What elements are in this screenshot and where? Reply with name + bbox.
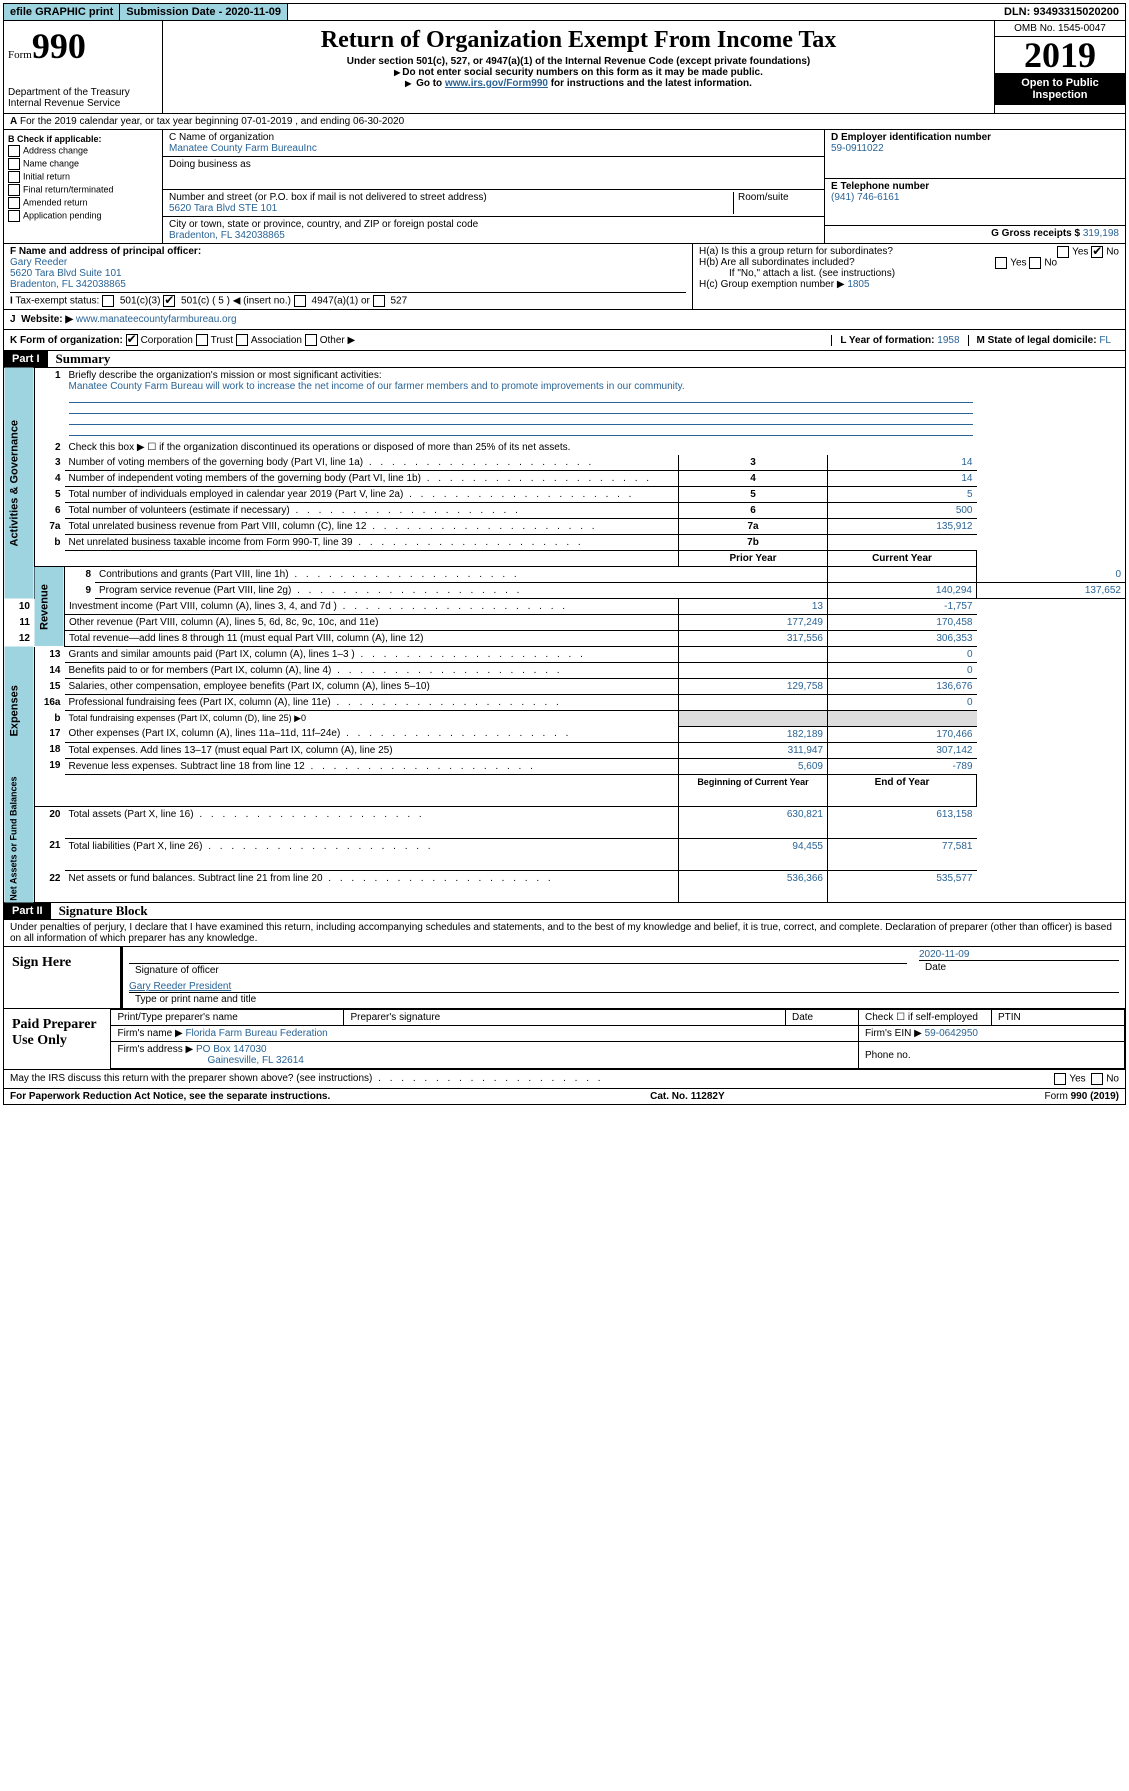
discuss-row: May the IRS discuss this return with the… (3, 1070, 1126, 1089)
form-title: Return of Organization Exempt From Incom… (167, 27, 990, 54)
row-a: A For the 2019 calendar year, or tax yea… (3, 114, 1126, 130)
col-c: C Name of organization Manatee County Fa… (163, 130, 824, 243)
dept-treasury: Department of the Treasury Internal Reve… (8, 87, 158, 109)
phone: (941) 746-6161 (831, 192, 1119, 203)
ein: 59-0911022 (831, 143, 1119, 154)
org-name: Manatee County Farm BureauInc (169, 143, 818, 154)
perjury-statement: Under penalties of perjury, I declare th… (3, 920, 1126, 947)
header-grid: B Check if applicable: Address change Na… (3, 130, 1126, 244)
section-governance: Activities & Governance (4, 368, 35, 599)
form-subtitle: Under section 501(c), 527, or 4947(a)(1)… (167, 56, 990, 67)
open-public: Open to Public Inspection (995, 73, 1125, 105)
section-revenue: Revenue (34, 567, 65, 647)
row-j: J Website: ▶ www.manateecountyfarmbureau… (3, 310, 1126, 330)
section-expenses: Expenses (4, 647, 35, 775)
tax-year: 2019 (995, 37, 1125, 73)
preparer-block: Paid Preparer Use Only Print/Type prepar… (3, 1009, 1126, 1070)
gross-receipts: 319,198 (1083, 228, 1119, 239)
form-number: 990 (32, 26, 86, 66)
part1-header: Part I Summary (3, 351, 1126, 368)
row-k: K Form of organization: Corporation Trus… (3, 330, 1126, 351)
footer: For Paperwork Reduction Act Notice, see … (3, 1089, 1126, 1105)
efile-button[interactable]: efile GRAPHIC print (4, 4, 120, 20)
irs-link[interactable]: www.irs.gov/Form990 (445, 78, 548, 89)
col-d: D Employer identification number 59-0911… (824, 130, 1125, 243)
website[interactable]: www.manateecountyfarmbureau.org (76, 314, 237, 325)
top-bar: efile GRAPHIC print Submission Date - 20… (3, 3, 1126, 21)
form-prefix: Form (8, 49, 32, 61)
form-header: Form990 Department of the Treasury Inter… (3, 21, 1126, 114)
col-b: B Check if applicable: Address change Na… (4, 130, 163, 243)
org-city: Bradenton, FL 342038865 (169, 230, 818, 241)
row-fh: F Name and address of principal officer:… (3, 244, 1126, 310)
org-address: 5620 Tara Blvd STE 101 (169, 203, 733, 214)
section-netassets: Net Assets or Fund Balances (4, 774, 35, 903)
submission-date: Submission Date - 2020-11-09 (120, 4, 288, 20)
summary-table: Activities & Governance 1 Briefly descri… (3, 368, 1126, 903)
dln: DLN: 93493315020200 (998, 4, 1125, 20)
form-note1: Do not enter social security numbers on … (167, 67, 990, 78)
signature-block: Sign Here Signature of officer 2020-11-0… (3, 947, 1126, 1009)
form-note2: Go to www.irs.gov/Form990 for instructio… (167, 78, 990, 89)
part2-header: Part II Signature Block (3, 903, 1126, 920)
